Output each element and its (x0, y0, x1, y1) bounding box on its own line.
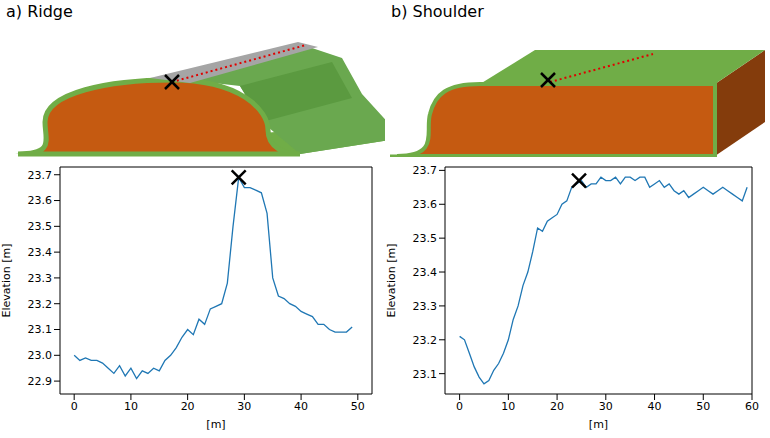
svg-text:23.5: 23.5 (413, 232, 438, 245)
svg-text:0: 0 (456, 400, 463, 413)
svg-text:23.3: 23.3 (413, 300, 438, 313)
svg-text:10: 10 (124, 400, 138, 413)
svg-text:30: 30 (599, 400, 613, 413)
html-text:a) Ridge: a) Ridge (6, 2, 73, 21)
html-text:b) Shoulder: b) Shoulder (391, 2, 484, 21)
svg-text:30: 30 (237, 400, 251, 413)
svg-text:23.1: 23.1 (28, 323, 53, 336)
svg-text:10: 10 (501, 400, 515, 413)
svg-text:Elevation [m]: Elevation [m] (385, 244, 398, 318)
svg-text:[m]: [m] (206, 418, 225, 431)
svg-text:23.4: 23.4 (28, 246, 53, 259)
svg-text:23.2: 23.2 (413, 334, 438, 347)
svg-text:20: 20 (550, 400, 564, 413)
svg-text:Elevation [m]: Elevation [m] (0, 244, 13, 318)
svg-text:40: 40 (294, 400, 308, 413)
svg-text:50: 50 (351, 400, 365, 413)
svg-text:60: 60 (745, 400, 759, 413)
svg-text:[m]: [m] (589, 418, 608, 431)
svg-text:23.0: 23.0 (28, 349, 53, 362)
svg-text:40: 40 (648, 400, 662, 413)
svg-text:20: 20 (181, 400, 195, 413)
svg-text:23.7: 23.7 (413, 164, 438, 177)
svg-text:23.4: 23.4 (413, 266, 438, 279)
svg-text:23.5: 23.5 (28, 220, 53, 233)
svg-text:50: 50 (696, 400, 710, 413)
svg-text:23.2: 23.2 (28, 298, 53, 311)
svg-text:23.6: 23.6 (28, 194, 53, 207)
svg-text:22.9: 22.9 (28, 375, 53, 388)
svg-text:23.7: 23.7 (28, 169, 53, 182)
svg-text:23.6: 23.6 (413, 198, 438, 211)
svg-text:23.3: 23.3 (28, 272, 53, 285)
svg-text:23.1: 23.1 (413, 368, 438, 381)
svg-text:0: 0 (71, 400, 78, 413)
